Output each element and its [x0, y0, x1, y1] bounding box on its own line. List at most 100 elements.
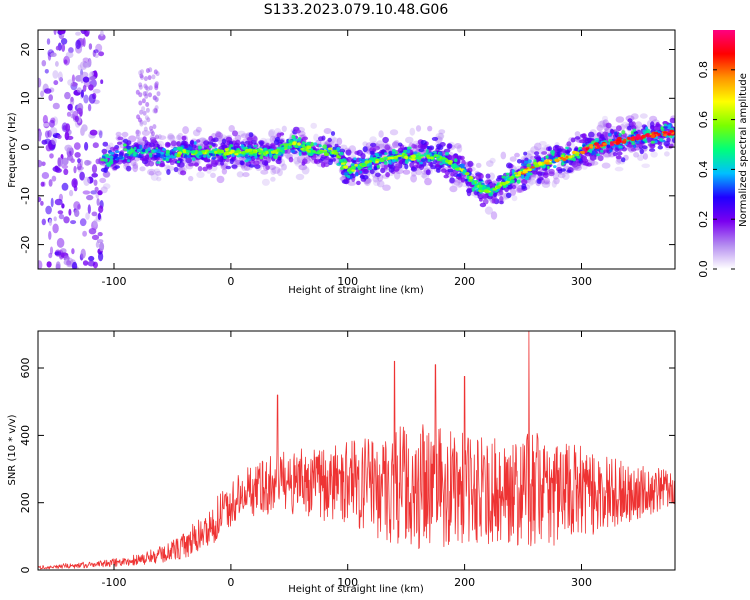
spectral-blob	[253, 144, 258, 148]
spectral-blob	[211, 143, 216, 147]
spectral-blob	[153, 149, 157, 153]
spectral-peak	[554, 158, 560, 163]
spectral-peak	[464, 172, 470, 176]
spectral-blob	[633, 144, 637, 149]
spectral-blob	[499, 200, 504, 205]
spectral-blob	[546, 165, 550, 170]
spectral-blob	[197, 145, 202, 150]
spectral-blob	[132, 164, 139, 173]
spectral-blob	[142, 91, 147, 97]
x-tick-label: 300	[571, 275, 592, 288]
spectral-blob	[323, 158, 330, 164]
noise-blob	[49, 119, 55, 128]
spectral-blob	[138, 154, 142, 158]
spectral-blob	[648, 143, 654, 147]
spectral-blob	[197, 166, 203, 172]
noise-blob	[93, 49, 99, 54]
spectral-blob	[632, 128, 636, 132]
spectral-blob	[559, 148, 567, 153]
spectral-peak	[411, 154, 416, 159]
noise-blob	[44, 130, 50, 139]
spectral-peak	[393, 155, 398, 160]
spectral-blob	[464, 178, 468, 182]
spectral-blob	[650, 151, 658, 158]
spectral-blob	[439, 162, 443, 166]
spectral-blob	[605, 122, 612, 129]
spectral-blob	[557, 169, 563, 174]
spectral-peak	[575, 152, 580, 157]
noise-blob	[67, 79, 73, 86]
spectral-blob	[541, 181, 551, 188]
noise-blob	[58, 250, 64, 260]
spectral-blob	[148, 142, 156, 147]
noise-blob	[79, 171, 85, 181]
spectral-peak	[387, 156, 392, 160]
noise-blob	[48, 94, 53, 101]
spectral-blob	[336, 137, 343, 146]
spectral-blob	[664, 151, 670, 157]
noise-blob	[88, 43, 93, 50]
noise-blob	[88, 84, 94, 91]
spectral-blob	[449, 155, 456, 162]
spectral-blob	[223, 156, 228, 160]
spectral-blob	[102, 141, 109, 147]
spectral-blob	[144, 140, 149, 146]
spectral-peak	[410, 158, 416, 161]
spectral-blob	[180, 170, 187, 176]
spectral-peak	[663, 134, 667, 137]
spectral-blob	[511, 195, 518, 202]
spectral-blob	[421, 143, 428, 150]
spectral-blob	[170, 154, 174, 159]
spectral-blob	[404, 163, 409, 170]
spectral-blob	[248, 145, 252, 148]
spectral-peak	[318, 150, 324, 154]
spectral-blob	[340, 144, 348, 150]
noise-blob	[58, 214, 65, 220]
spectral-blob	[225, 165, 232, 170]
spectral-blob	[391, 141, 400, 149]
spectral-blob	[148, 85, 153, 91]
noise-blob	[100, 79, 104, 84]
noise-blob	[92, 88, 101, 94]
spectral-blob	[143, 76, 148, 82]
spectral-blob	[229, 158, 234, 165]
spectral-peak	[224, 152, 227, 156]
noise-blob	[38, 159, 43, 168]
spectral-blob	[167, 133, 174, 140]
spectral-blob	[268, 130, 275, 138]
noise-blob	[76, 107, 83, 115]
spectral-blob	[578, 158, 582, 162]
spectral-blob	[548, 171, 555, 177]
spectral-peak	[185, 150, 191, 153]
spectral-blob	[173, 147, 178, 151]
spectral-peak	[182, 150, 187, 154]
spectral-peak	[236, 149, 241, 153]
spectrogram-y-axis-label: Frequency (Hz)	[7, 112, 18, 188]
spectral-blob	[170, 140, 177, 147]
spectral-blob	[154, 81, 159, 87]
spectral-peak	[492, 188, 497, 191]
spectral-blob	[152, 108, 157, 114]
spectral-blob	[153, 69, 158, 75]
spectral-peak	[572, 151, 576, 155]
spectral-peak	[306, 145, 312, 150]
spectral-blob	[318, 136, 324, 142]
spectral-blob	[154, 134, 159, 140]
spectral-blob	[139, 144, 143, 149]
spectral-blob	[427, 125, 433, 132]
spectral-peak	[585, 147, 589, 151]
spectral-blob	[484, 206, 493, 215]
spectral-blob	[515, 187, 523, 193]
spectral-blob	[479, 202, 487, 208]
spectral-blob	[238, 156, 245, 163]
spectral-blob	[537, 171, 543, 177]
noise-blob	[41, 172, 50, 179]
spectral-blob	[606, 144, 611, 149]
colorbar-gradient	[713, 30, 735, 269]
spectral-blob	[642, 145, 648, 150]
snr-x-axis-label: Height of straight line (km)	[288, 584, 424, 595]
spectral-blob	[147, 147, 151, 152]
spectral-blob	[535, 156, 541, 163]
spectral-blob	[145, 102, 150, 107]
spectral-blob	[496, 175, 504, 180]
